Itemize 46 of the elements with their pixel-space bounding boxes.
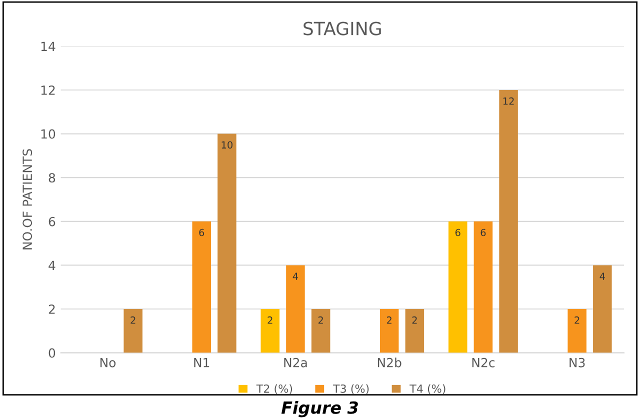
data-label: 4: [600, 272, 605, 280]
y-tick-label: 0: [48, 348, 56, 358]
bar: [499, 90, 518, 353]
data-label: 2: [386, 316, 392, 324]
bar: [192, 221, 211, 353]
y-tick-label: 14: [41, 42, 56, 51]
bar: [218, 134, 236, 353]
bar: [474, 221, 493, 353]
caption: Figure 3: [281, 401, 358, 418]
y-tick-label: 6: [48, 216, 56, 226]
bar: [405, 309, 424, 353]
bar: [568, 309, 586, 353]
bar: [286, 265, 305, 353]
data-label: 2: [574, 316, 580, 324]
legend-label: T3 (%): [332, 384, 369, 394]
legend-label: T4 (%): [410, 384, 446, 394]
y-tick-label: 10: [41, 129, 56, 139]
bar: [311, 309, 330, 353]
bar: [260, 309, 280, 353]
y-axis-title: NO.OF PATIENTS: [22, 149, 32, 250]
chart-title: STAGING: [304, 22, 381, 36]
data-label: 4: [292, 272, 298, 280]
x-tick-label: No: [100, 358, 116, 368]
bar: [593, 265, 612, 353]
data-label: 6: [480, 228, 486, 236]
bar: [380, 309, 399, 353]
data-label: 2: [268, 316, 272, 324]
x-tick-label: N1: [194, 358, 210, 368]
data-label: 2: [130, 316, 136, 324]
x-tick-label: N2c: [472, 358, 495, 368]
data-label: 10: [222, 141, 232, 149]
data-label: 2: [412, 316, 417, 324]
bar: [124, 309, 142, 353]
data-label: 6: [455, 228, 460, 236]
legend-label: T2 (%): [256, 384, 292, 394]
y-tick-label: 4: [48, 260, 56, 270]
bar: [448, 221, 468, 353]
x-tick-label: N2a: [284, 358, 307, 368]
x-tick-label: N2b: [378, 358, 402, 368]
data-label: 6: [199, 228, 204, 236]
data-label: 12: [503, 97, 514, 105]
y-tick-label: 2: [48, 304, 55, 314]
y-tick-label: 8: [48, 173, 56, 183]
x-tick-label: N3: [570, 358, 585, 368]
data-label: 2: [318, 316, 323, 324]
y-tick-label: 12: [41, 85, 55, 95]
